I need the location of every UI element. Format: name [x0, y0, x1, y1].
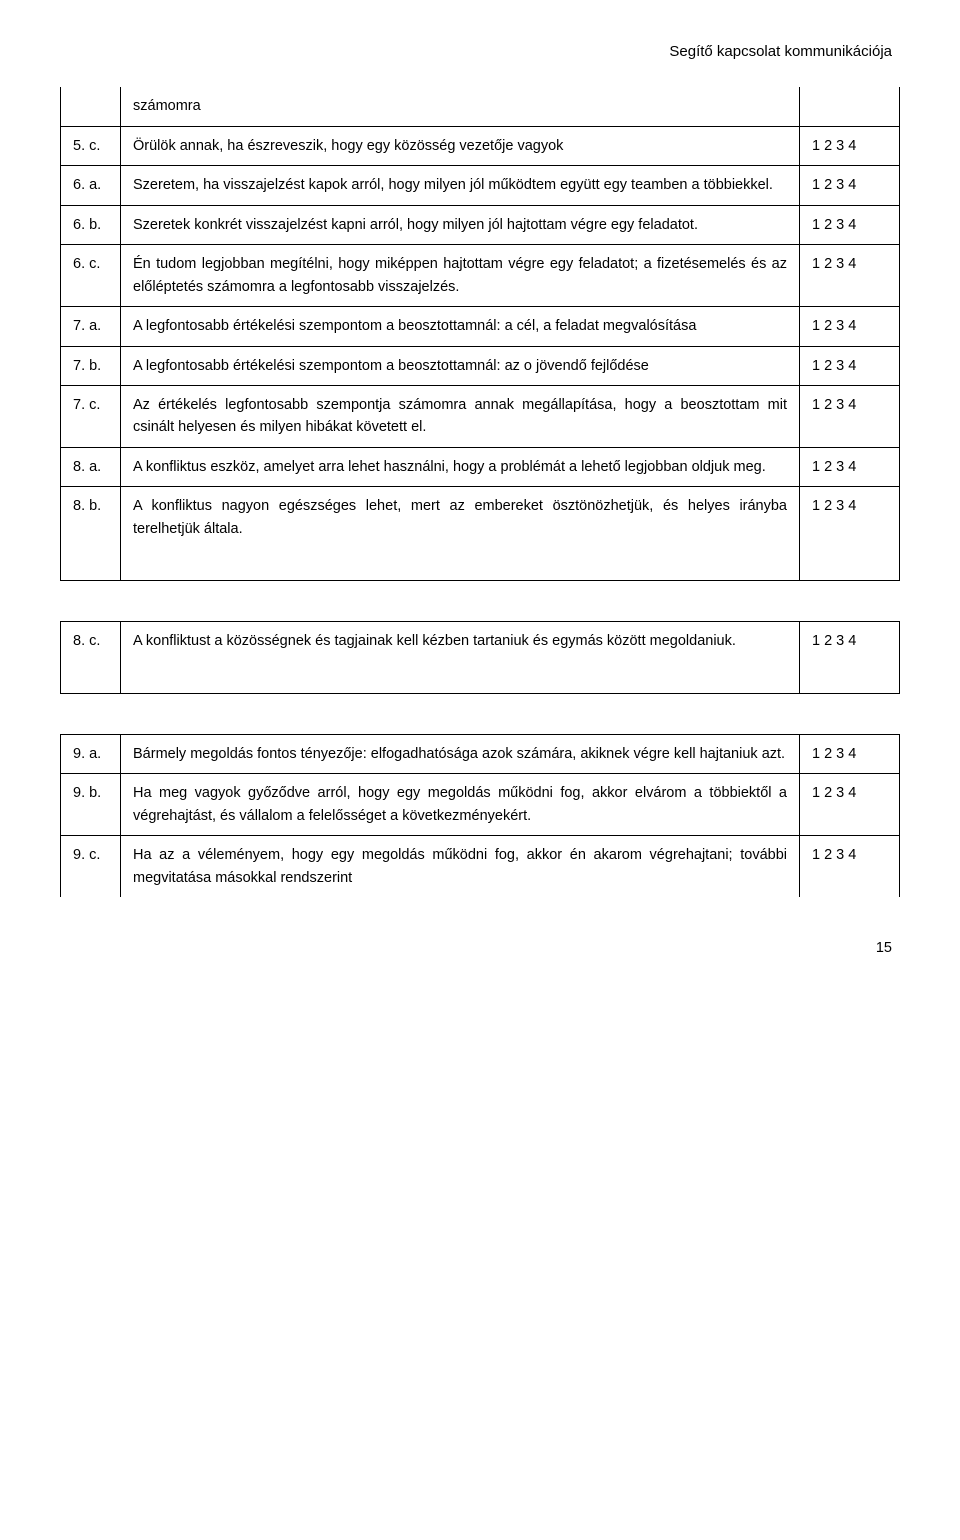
- row-text: A legfontosabb értékelési szempontom a b…: [121, 307, 800, 346]
- row-id: 8. c.: [61, 622, 121, 693]
- row-rating: 1 2 3 4: [800, 166, 900, 205]
- row-rating: 1 2 3 4: [800, 622, 900, 693]
- row-id: 7. a.: [61, 307, 121, 346]
- row-id: 6. b.: [61, 205, 121, 244]
- row-id: 9. c.: [61, 836, 121, 897]
- table-row: 9. c.Ha az a véleményem, hogy egy megold…: [61, 836, 900, 897]
- row-rating: 1 2 3 4: [800, 245, 900, 307]
- row-rating: 1 2 3 4: [800, 346, 900, 385]
- row-id: 7. c.: [61, 386, 121, 448]
- row-id: 8. b.: [61, 487, 121, 581]
- row-rating: 1 2 3 4: [800, 307, 900, 346]
- table-row: számomra: [61, 87, 900, 126]
- row-text: Ha meg vagyok győződve arról, hogy egy m…: [121, 774, 800, 836]
- table-row: 7. b.A legfontosabb értékelési szemponto…: [61, 346, 900, 385]
- row-text: Örülök annak, ha észreveszik, hogy egy k…: [121, 126, 800, 165]
- table-row: 7. c.Az értékelés legfontosabb szempontj…: [61, 386, 900, 448]
- row-text: Én tudom legjobban megítélni, hogy mikép…: [121, 245, 800, 307]
- row-text: Bármely megoldás fontos tényezője: elfog…: [121, 734, 800, 773]
- row-rating: 1 2 3 4: [800, 205, 900, 244]
- row-text: A konfliktust a közösségnek és tagjainak…: [121, 622, 800, 693]
- row-rating: 1 2 3 4: [800, 774, 900, 836]
- table-row: 8. b.A konfliktus nagyon egészséges lehe…: [61, 487, 900, 581]
- row-rating: 1 2 3 4: [800, 487, 900, 581]
- row-id: 6. a.: [61, 166, 121, 205]
- row-rating: [800, 87, 900, 126]
- row-id: 9. a.: [61, 734, 121, 773]
- row-id: 8. a.: [61, 447, 121, 486]
- table-row: 6. b.Szeretek konkrét visszajelzést kapn…: [61, 205, 900, 244]
- table-row: 9. b.Ha meg vagyok győződve arról, hogy …: [61, 774, 900, 836]
- row-text: Ha az a véleményem, hogy egy megoldás mű…: [121, 836, 800, 897]
- questionnaire-table-2: 8. c.A konfliktust a közösségnek és tagj…: [60, 621, 900, 693]
- row-id: 5. c.: [61, 126, 121, 165]
- row-text: A konfliktus eszköz, amelyet arra lehet …: [121, 447, 800, 486]
- questionnaire-table-1: számomra5. c.Örülök annak, ha észreveszi…: [60, 87, 900, 581]
- row-id: 6. c.: [61, 245, 121, 307]
- row-text: számomra: [121, 87, 800, 126]
- table-row: 5. c.Örülök annak, ha észreveszik, hogy …: [61, 126, 900, 165]
- row-rating: 1 2 3 4: [800, 836, 900, 897]
- row-rating: 1 2 3 4: [800, 126, 900, 165]
- row-id: 9. b.: [61, 774, 121, 836]
- row-text: Az értékelés legfontosabb szempontja szá…: [121, 386, 800, 448]
- row-rating: 1 2 3 4: [800, 734, 900, 773]
- table-row: 8. c.A konfliktust a közösségnek és tagj…: [61, 622, 900, 693]
- row-rating: 1 2 3 4: [800, 386, 900, 448]
- table-row: 7. a.A legfontosabb értékelési szemponto…: [61, 307, 900, 346]
- table-row: 9. a.Bármely megoldás fontos tényezője: …: [61, 734, 900, 773]
- table-row: 6. c.Én tudom legjobban megítélni, hogy …: [61, 245, 900, 307]
- row-text: A legfontosabb értékelési szempontom a b…: [121, 346, 800, 385]
- row-id: 7. b.: [61, 346, 121, 385]
- row-rating: 1 2 3 4: [800, 447, 900, 486]
- row-text: Szeretek konkrét visszajelzést kapni arr…: [121, 205, 800, 244]
- row-text: Szeretem, ha visszajelzést kapok arról, …: [121, 166, 800, 205]
- row-text: A konfliktus nagyon egészséges lehet, me…: [121, 487, 800, 581]
- table-row: 8. a. A konfliktus eszköz, amelyet arra …: [61, 447, 900, 486]
- questionnaire-table-3: 9. a.Bármely megoldás fontos tényezője: …: [60, 734, 900, 897]
- row-id: [61, 87, 121, 126]
- page-header-title: Segítő kapcsolat kommunikációja: [60, 40, 900, 63]
- page-number: 15: [60, 937, 900, 959]
- table-row: 6. a.Szeretem, ha visszajelzést kapok ar…: [61, 166, 900, 205]
